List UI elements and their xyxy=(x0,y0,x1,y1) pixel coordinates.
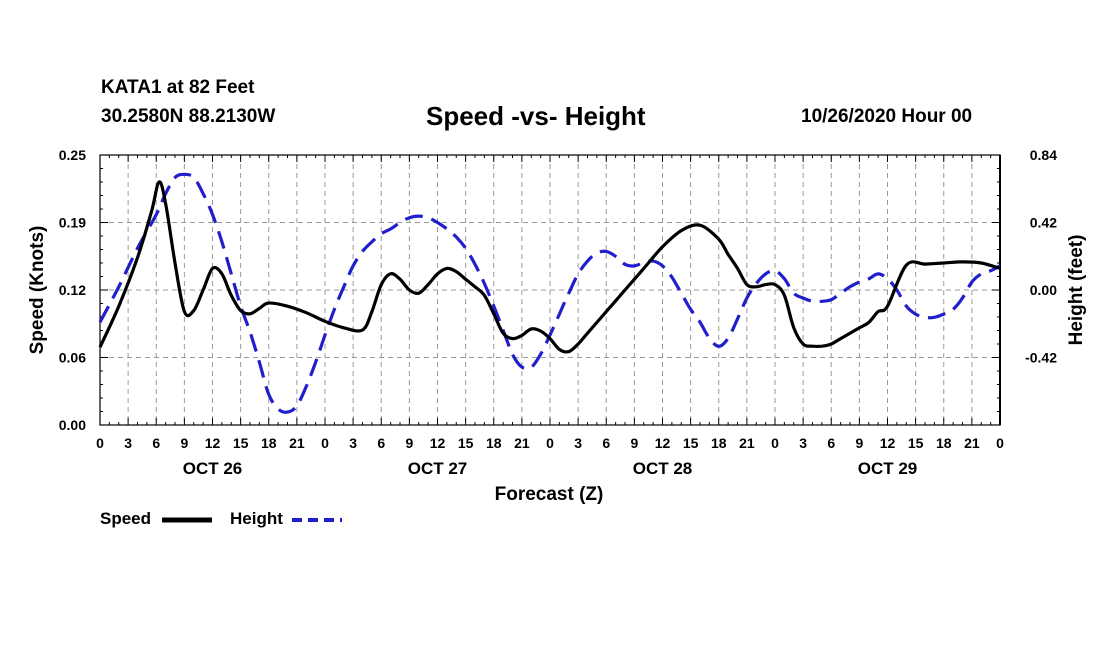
x-tick-label: 3 xyxy=(349,435,357,451)
x-tick-label: 0 xyxy=(996,435,1004,451)
x-tick-label: 15 xyxy=(233,435,249,451)
x-tick-label: 12 xyxy=(430,435,446,451)
chart-title: Speed -vs- Height xyxy=(426,101,646,131)
y-tick-label: 0.06 xyxy=(59,350,86,366)
x-tick-label: 12 xyxy=(205,435,221,451)
x-tick-label: 0 xyxy=(546,435,554,451)
x-tick-label: 21 xyxy=(514,435,530,451)
x-tick-label: 9 xyxy=(405,435,413,451)
axis-labels: 0 3 6 9 12 15 18 21 0 3 6 9 12 15 18 21 0 3 6 9 12 15 18 21 0 3 6 9… xyxy=(59,147,1057,478)
y-axis-label: Speed (Knots) xyxy=(27,226,48,355)
x-tick-label: 6 xyxy=(377,435,385,451)
y2-tick-label: -0.42 xyxy=(1025,350,1057,366)
x-tick-label: 18 xyxy=(936,435,952,451)
x-tick-label: 9 xyxy=(630,435,638,451)
x-tick-label: 0 xyxy=(321,435,329,451)
y2-tick-label: 0.84 xyxy=(1030,147,1057,163)
y-tick-label: 0.25 xyxy=(59,147,86,163)
x-tick-label: 12 xyxy=(655,435,671,451)
day-label: OCT 28 xyxy=(633,459,693,478)
speed-series-line xyxy=(98,180,1001,354)
x-axis-label: Forecast (Z) xyxy=(495,484,604,505)
x-tick-label: 6 xyxy=(152,435,160,451)
day-label: OCT 26 xyxy=(183,459,243,478)
x-tick-label: 9 xyxy=(855,435,863,451)
x-tick-label: 3 xyxy=(574,435,582,451)
plot-frame xyxy=(99,154,1001,426)
x-tick-label: 21 xyxy=(289,435,305,451)
x-tick-label: 6 xyxy=(827,435,835,451)
forecast-date-label: 10/26/2020 Hour 00 xyxy=(801,106,973,127)
x-tick-label: 6 xyxy=(602,435,610,451)
y2-axis-label: Height (feet) xyxy=(1066,235,1087,346)
x-tick-label: 3 xyxy=(799,435,807,451)
legend-speed-label: Speed xyxy=(100,509,152,528)
y-tick-label: 0.19 xyxy=(59,215,86,231)
x-tick-label: 21 xyxy=(739,435,755,451)
x-tick-label: 12 xyxy=(880,435,896,451)
x-tick-label: 18 xyxy=(261,435,277,451)
x-tick-label: 0 xyxy=(771,435,779,451)
x-tick-label: 3 xyxy=(124,435,132,451)
x-tick-label: 9 xyxy=(180,435,188,451)
x-tick-label: 21 xyxy=(964,435,980,451)
grid-lines xyxy=(100,155,1000,425)
legend-height-label: Height xyxy=(230,509,283,528)
station-label: KATA1 at 82 Feet xyxy=(101,77,255,98)
x-tick-label: 18 xyxy=(711,435,727,451)
coordinates-label: 30.2580N 88.2130W xyxy=(101,106,276,127)
x-tick-label: 18 xyxy=(486,435,502,451)
day-label: OCT 29 xyxy=(858,459,918,478)
height-series-line xyxy=(98,172,1001,414)
x-tick-label: 15 xyxy=(458,435,474,451)
y2-tick-label: 0.42 xyxy=(1030,215,1057,231)
x-tick-label: 15 xyxy=(683,435,699,451)
y2-tick-label: 0.00 xyxy=(1030,282,1057,298)
y-tick-label: 0.12 xyxy=(59,282,86,298)
y-tick-label: 0.00 xyxy=(59,417,86,433)
x-tick-label: 15 xyxy=(908,435,924,451)
x-tick-label: 0 xyxy=(96,435,104,451)
day-label: OCT 27 xyxy=(408,459,468,478)
